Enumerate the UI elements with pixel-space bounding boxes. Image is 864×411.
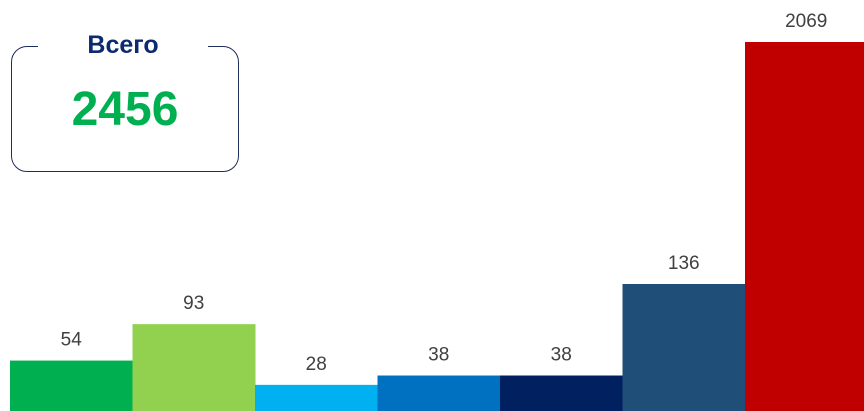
total-label: Всего xyxy=(38,28,208,62)
bar-value-label-2: 93 xyxy=(183,293,204,314)
bar-value-label-6: 136 xyxy=(668,253,700,274)
bar-value-label-1: 54 xyxy=(61,330,83,351)
total-value: 2456 xyxy=(71,83,179,136)
bar-value-label-4: 38 xyxy=(428,345,449,366)
bar-5 xyxy=(500,375,623,411)
bar-value-label-7: 2069 xyxy=(785,11,827,32)
bar-7 xyxy=(745,42,864,411)
bar-2 xyxy=(132,324,256,411)
bar-4 xyxy=(377,375,501,411)
bar-value-label-5: 38 xyxy=(551,345,572,366)
bar-6 xyxy=(622,284,746,411)
bar-1 xyxy=(10,360,133,411)
bar-3 xyxy=(255,384,378,411)
bar-value-label-3: 28 xyxy=(306,354,327,375)
